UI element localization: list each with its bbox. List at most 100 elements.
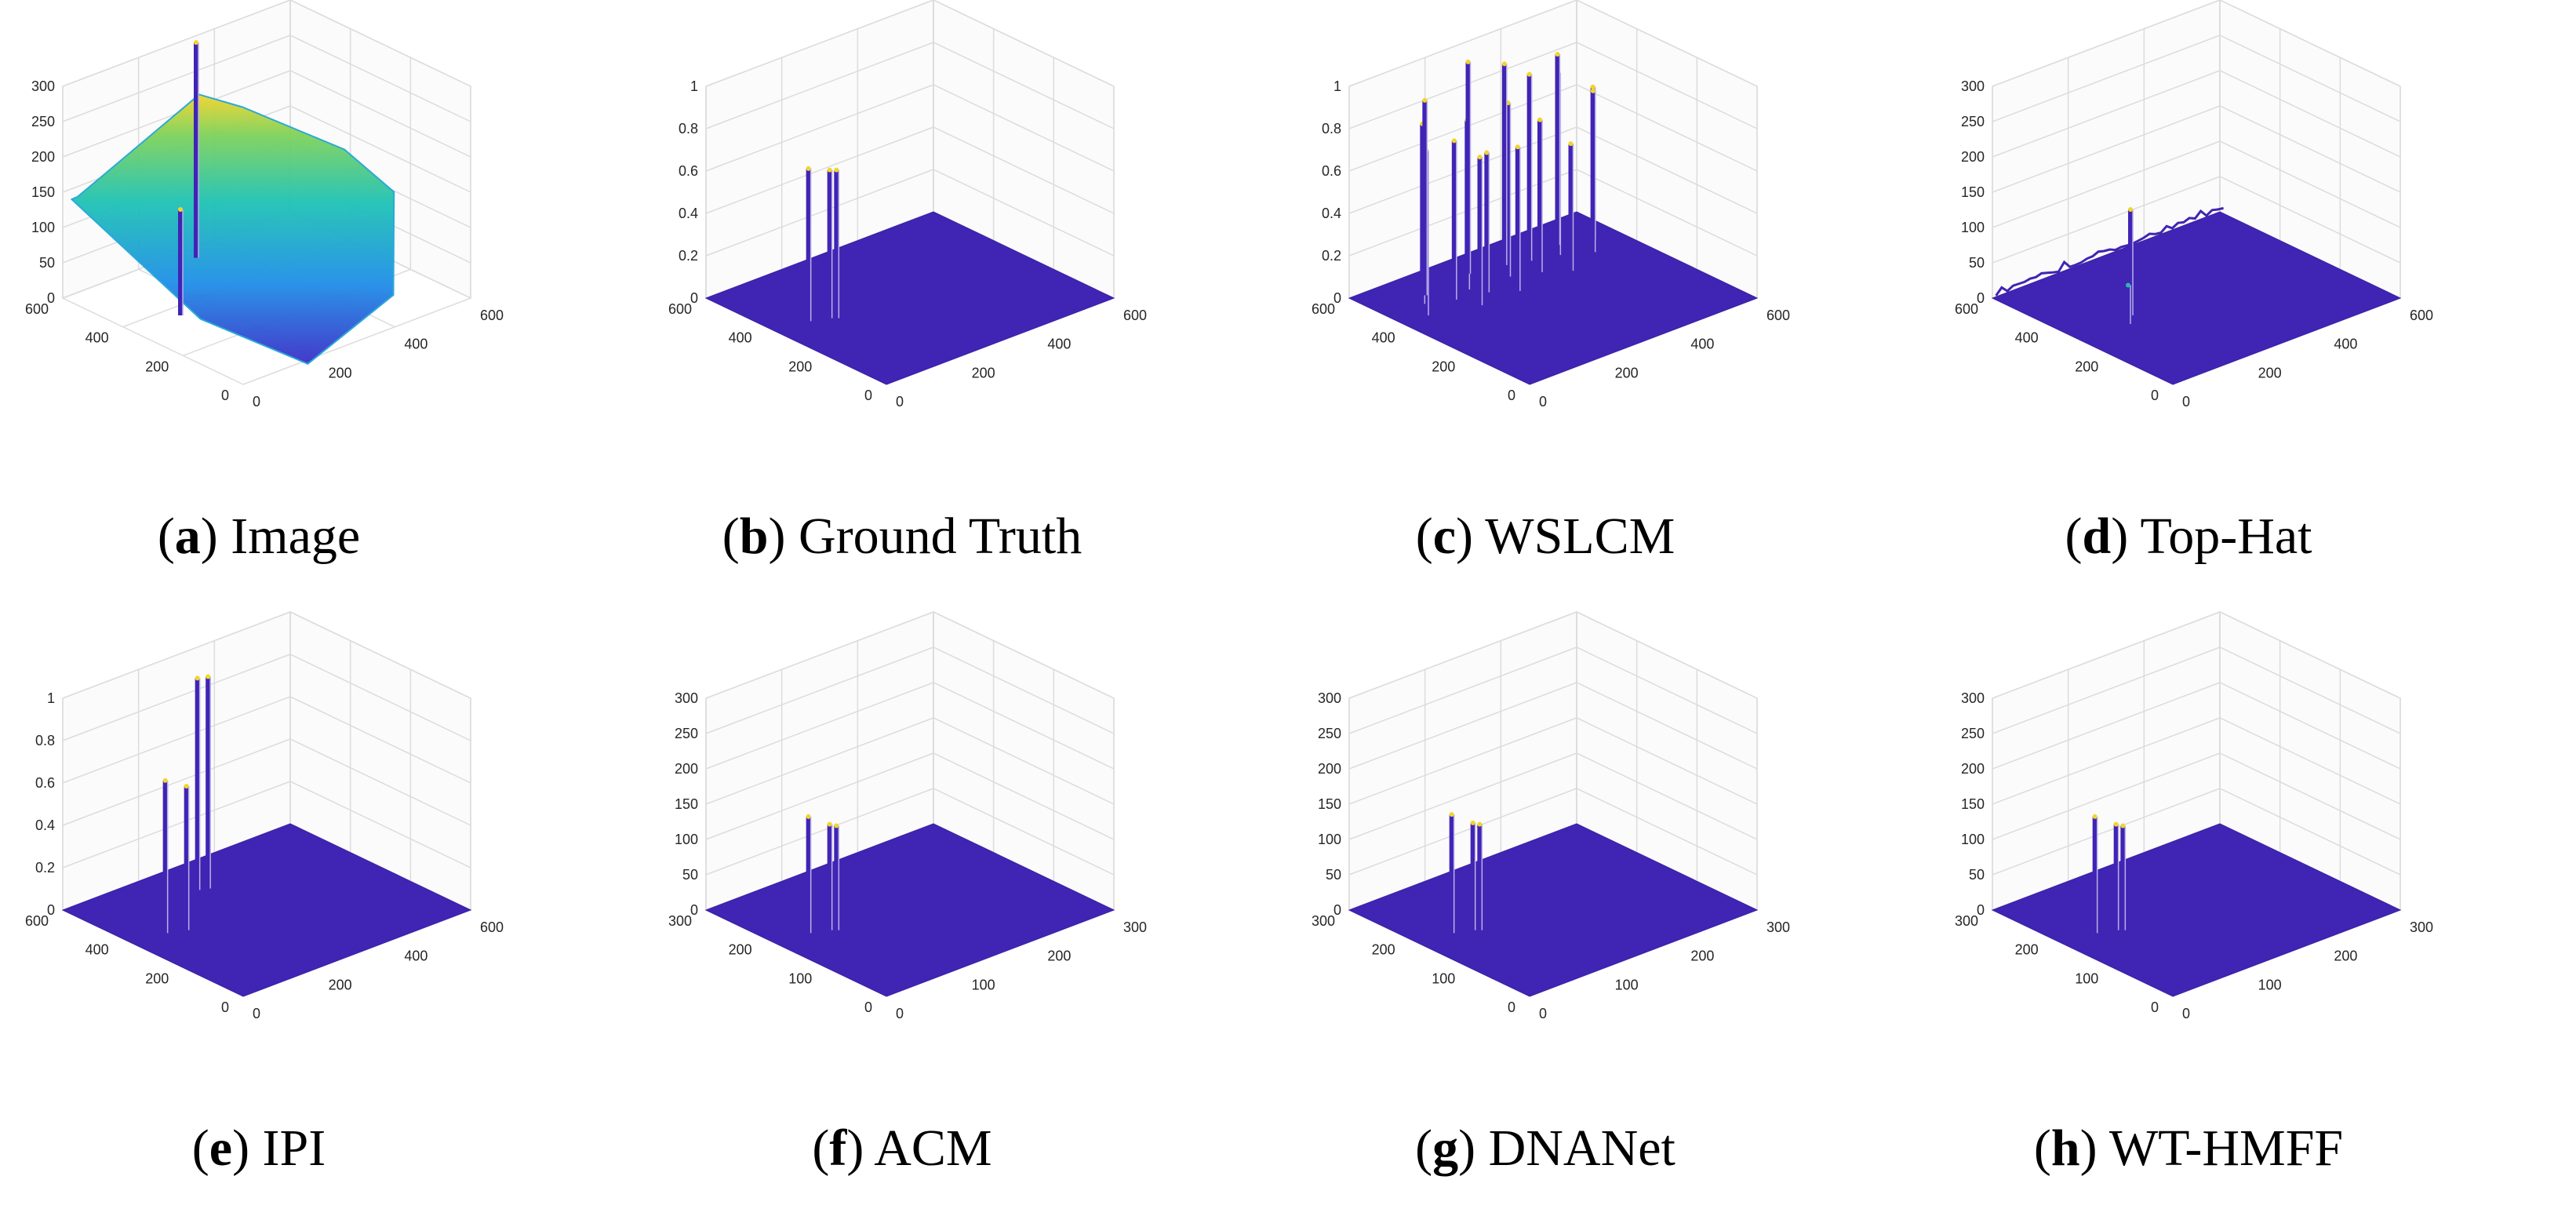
z-tick-label: 150 — [1961, 184, 1985, 200]
caption: (e) IPI — [192, 1120, 326, 1177]
x-tick-label: 0 — [1539, 1006, 1547, 1021]
z-tick-label: 0.8 — [1322, 121, 1341, 137]
z-tick-label: 200 — [1961, 761, 1985, 777]
z-tick-label: 250 — [31, 114, 55, 129]
z-tick-label: 150 — [675, 796, 698, 812]
z-tick-label: 250 — [675, 726, 698, 741]
x-tick-label: 200 — [1690, 948, 1714, 964]
z-tick-label: 0.2 — [679, 248, 698, 264]
y-tick-label: 0 — [2151, 999, 2159, 1015]
panel-c: 00.20.40.60.8102004006000200400600(c) WS… — [1312, 0, 1790, 565]
spike-peak — [834, 823, 839, 828]
x-tick-label: 400 — [2334, 337, 2357, 352]
z-tick-label: 200 — [1318, 761, 1341, 777]
spike-peak — [1569, 141, 1574, 146]
x-tick-label: 100 — [2258, 977, 2282, 992]
x-tick-label: 0 — [2182, 1006, 2190, 1021]
spike-peak — [806, 814, 811, 819]
x-tick-label: 100 — [972, 977, 995, 992]
z-tick-label: 50 — [39, 255, 55, 271]
y-tick-label: 300 — [668, 913, 692, 929]
spike-peak — [1471, 821, 1475, 825]
spike-peak — [834, 168, 839, 173]
y-tick-label: 0 — [864, 388, 872, 403]
y-tick-label: 200 — [145, 359, 169, 374]
x-tick-label: 400 — [1690, 337, 1714, 352]
z-tick-label: 1 — [47, 690, 55, 706]
spike-peak — [806, 166, 811, 171]
panel-d: 05010015020025030002004006000200400600(d… — [1955, 0, 2433, 565]
caption: (a) Image — [158, 508, 360, 565]
caption: (h) WT-HMFF — [2034, 1120, 2343, 1177]
z-tick-label: 1 — [1333, 78, 1341, 94]
z-tick-label: 100 — [675, 832, 698, 847]
z-tick-label: 300 — [1961, 78, 1985, 94]
spike-peak — [1591, 85, 1595, 89]
spike-peak — [184, 784, 189, 788]
y-tick-label: 200 — [145, 970, 169, 986]
spike-peak — [828, 822, 832, 827]
x-tick-label: 0 — [1539, 394, 1547, 410]
caption: (f) ACM — [812, 1120, 991, 1177]
panel-g: 05010015020025030001002003000100200300(g… — [1312, 612, 1790, 1177]
z-tick-label: 150 — [31, 184, 55, 200]
panel-e: 00.20.40.60.8102004006000200400600(e) IP… — [25, 612, 504, 1177]
spike-peak — [2114, 822, 2119, 827]
spike-peak — [163, 778, 168, 783]
z-tick-label: 1 — [690, 78, 698, 94]
spike-peak — [206, 675, 210, 679]
spike-peak — [1422, 98, 1427, 103]
x-tick-label: 200 — [2334, 948, 2357, 964]
panel-b: 00.20.40.60.8102004006000200400600(b) Gr… — [668, 0, 1147, 565]
z-tick-label: 0.2 — [35, 860, 55, 876]
spike-peak — [1484, 150, 1489, 155]
x-tick-label: 0 — [2182, 394, 2190, 410]
z-tick-label: 0.6 — [679, 163, 698, 179]
z-tick-label: 0.4 — [35, 817, 55, 833]
spike-peak — [2120, 823, 2125, 828]
y-tick-label: 200 — [1372, 942, 1395, 958]
z-tick-label: 0.8 — [679, 121, 698, 137]
panel-a: 05010015020025030002004006000200400600(a… — [25, 0, 504, 565]
x-tick-label: 600 — [480, 308, 504, 323]
x-tick-label: 600 — [1123, 308, 1147, 323]
y-tick-label: 0 — [1508, 388, 1515, 403]
y-tick-label: 0 — [864, 999, 872, 1015]
y-tick-label: 600 — [25, 301, 49, 317]
spike-peak — [1478, 155, 1483, 159]
x-tick-label: 400 — [404, 948, 428, 964]
z-tick-label: 50 — [1969, 867, 1985, 883]
y-tick-label: 400 — [86, 330, 109, 346]
z-tick-label: 300 — [1961, 690, 1985, 706]
z-tick-label: 200 — [1961, 149, 1985, 165]
x-tick-label: 400 — [1047, 337, 1071, 352]
y-tick-label: 200 — [2015, 942, 2039, 958]
z-tick-label: 0.4 — [1322, 206, 1341, 221]
spike-peak — [1527, 72, 1532, 77]
x-tick-label: 200 — [1047, 948, 1071, 964]
z-tick-label: 250 — [1961, 726, 1985, 741]
x-tick-label: 300 — [2410, 919, 2433, 935]
z-tick-label: 100 — [1961, 220, 1985, 235]
z-tick-label: 150 — [1961, 796, 1985, 812]
x-tick-label: 0 — [253, 394, 260, 410]
caption: (c) WSLCM — [1416, 508, 1675, 565]
spike-peak — [1591, 89, 1595, 93]
x-tick-label: 0 — [253, 1006, 260, 1021]
z-tick-label: 100 — [1318, 832, 1341, 847]
spike-peak — [828, 168, 832, 173]
z-tick-label: 0.8 — [35, 733, 55, 748]
x-tick-label: 100 — [1615, 977, 1639, 992]
y-tick-label: 0 — [221, 388, 229, 403]
y-tick-label: 400 — [86, 942, 109, 958]
z-tick-label: 50 — [682, 867, 698, 883]
caption: (g) DNANet — [1415, 1120, 1675, 1177]
panel-h: 05010015020025030001002003000100200300(h… — [1955, 612, 2433, 1177]
z-tick-label: 200 — [675, 761, 698, 777]
z-tick-label: 100 — [1961, 832, 1985, 847]
y-tick-label: 200 — [788, 359, 812, 374]
y-tick-label: 400 — [2015, 330, 2039, 346]
spike-peak — [2093, 814, 2098, 819]
y-tick-label: 200 — [729, 942, 752, 958]
x-tick-label: 600 — [480, 919, 504, 935]
